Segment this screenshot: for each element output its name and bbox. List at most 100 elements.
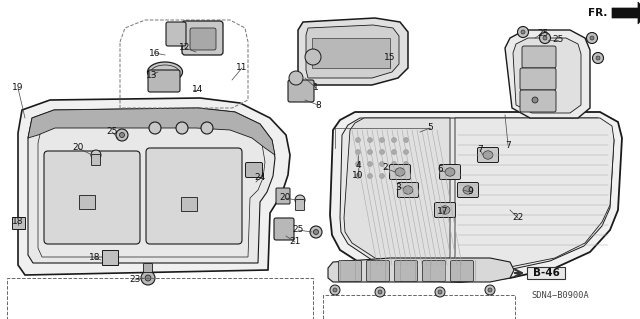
FancyBboxPatch shape <box>520 90 556 112</box>
Polygon shape <box>328 258 514 282</box>
FancyBboxPatch shape <box>440 165 461 180</box>
Ellipse shape <box>403 186 413 194</box>
FancyBboxPatch shape <box>296 199 305 211</box>
Text: 7: 7 <box>505 140 511 150</box>
Circle shape <box>392 137 397 143</box>
Text: 23: 23 <box>129 276 141 285</box>
FancyBboxPatch shape <box>181 197 197 211</box>
Circle shape <box>403 137 408 143</box>
Ellipse shape <box>147 62 182 82</box>
Text: 20: 20 <box>72 144 84 152</box>
Text: 7: 7 <box>477 145 483 154</box>
FancyBboxPatch shape <box>148 70 180 92</box>
Circle shape <box>392 150 397 154</box>
Ellipse shape <box>440 206 450 214</box>
Ellipse shape <box>395 168 405 176</box>
FancyBboxPatch shape <box>435 203 456 218</box>
FancyBboxPatch shape <box>339 261 362 281</box>
Circle shape <box>380 174 385 179</box>
Circle shape <box>392 174 397 179</box>
Circle shape <box>380 137 385 143</box>
Text: B-46: B-46 <box>532 268 559 278</box>
Polygon shape <box>298 18 408 85</box>
Circle shape <box>201 122 213 134</box>
Circle shape <box>518 26 529 38</box>
FancyBboxPatch shape <box>394 261 417 281</box>
Ellipse shape <box>463 186 473 194</box>
Circle shape <box>586 33 598 43</box>
FancyBboxPatch shape <box>397 182 419 197</box>
FancyBboxPatch shape <box>12 217 25 229</box>
Text: 11: 11 <box>236 63 248 72</box>
Text: 9: 9 <box>467 188 473 197</box>
Circle shape <box>367 161 372 167</box>
Circle shape <box>330 285 340 295</box>
Circle shape <box>488 288 492 292</box>
Circle shape <box>295 195 305 205</box>
FancyBboxPatch shape <box>146 148 242 244</box>
FancyBboxPatch shape <box>390 165 410 180</box>
Polygon shape <box>306 25 399 78</box>
FancyBboxPatch shape <box>190 28 216 50</box>
Circle shape <box>176 122 188 134</box>
Circle shape <box>403 174 408 179</box>
Text: 21: 21 <box>289 238 301 247</box>
Circle shape <box>367 174 372 179</box>
Text: 14: 14 <box>192 85 204 94</box>
Circle shape <box>543 36 547 40</box>
Polygon shape <box>513 38 581 113</box>
Text: 2: 2 <box>382 164 388 173</box>
Text: 25: 25 <box>552 35 564 44</box>
FancyBboxPatch shape <box>143 263 152 272</box>
Circle shape <box>378 290 382 294</box>
FancyBboxPatch shape <box>477 147 499 162</box>
FancyBboxPatch shape <box>522 46 556 68</box>
Text: 18: 18 <box>89 254 100 263</box>
Circle shape <box>355 150 360 154</box>
Text: 3: 3 <box>395 182 401 191</box>
Polygon shape <box>18 98 290 275</box>
Text: 22: 22 <box>513 213 524 222</box>
Circle shape <box>380 161 385 167</box>
Polygon shape <box>505 30 590 118</box>
FancyBboxPatch shape <box>246 162 262 177</box>
FancyBboxPatch shape <box>182 21 223 55</box>
Text: 12: 12 <box>179 43 191 53</box>
FancyBboxPatch shape <box>92 154 100 166</box>
FancyBboxPatch shape <box>451 261 474 281</box>
FancyBboxPatch shape <box>520 68 556 90</box>
Circle shape <box>120 132 125 137</box>
Polygon shape <box>344 118 450 270</box>
Text: 1: 1 <box>313 84 319 93</box>
Circle shape <box>149 122 161 134</box>
Circle shape <box>435 287 445 297</box>
Polygon shape <box>612 2 640 24</box>
Circle shape <box>438 290 442 294</box>
Text: 15: 15 <box>384 54 396 63</box>
Polygon shape <box>312 38 390 68</box>
Circle shape <box>367 150 372 154</box>
Ellipse shape <box>483 151 493 159</box>
Circle shape <box>91 150 101 160</box>
Circle shape <box>145 275 151 281</box>
Text: 25: 25 <box>292 226 304 234</box>
Circle shape <box>310 226 322 238</box>
Text: 17: 17 <box>437 207 449 217</box>
Polygon shape <box>28 108 275 155</box>
Circle shape <box>392 161 397 167</box>
Polygon shape <box>340 118 614 273</box>
FancyBboxPatch shape <box>458 182 479 197</box>
FancyBboxPatch shape <box>102 249 118 264</box>
Text: SDN4−B0900A: SDN4−B0900A <box>531 291 589 300</box>
Circle shape <box>540 33 550 43</box>
Circle shape <box>485 285 495 295</box>
Circle shape <box>375 287 385 297</box>
FancyBboxPatch shape <box>274 218 294 240</box>
FancyBboxPatch shape <box>276 188 290 204</box>
Circle shape <box>305 49 321 65</box>
Circle shape <box>590 36 594 40</box>
FancyBboxPatch shape <box>288 80 314 102</box>
FancyBboxPatch shape <box>166 22 186 46</box>
FancyBboxPatch shape <box>527 267 565 279</box>
Circle shape <box>355 137 360 143</box>
